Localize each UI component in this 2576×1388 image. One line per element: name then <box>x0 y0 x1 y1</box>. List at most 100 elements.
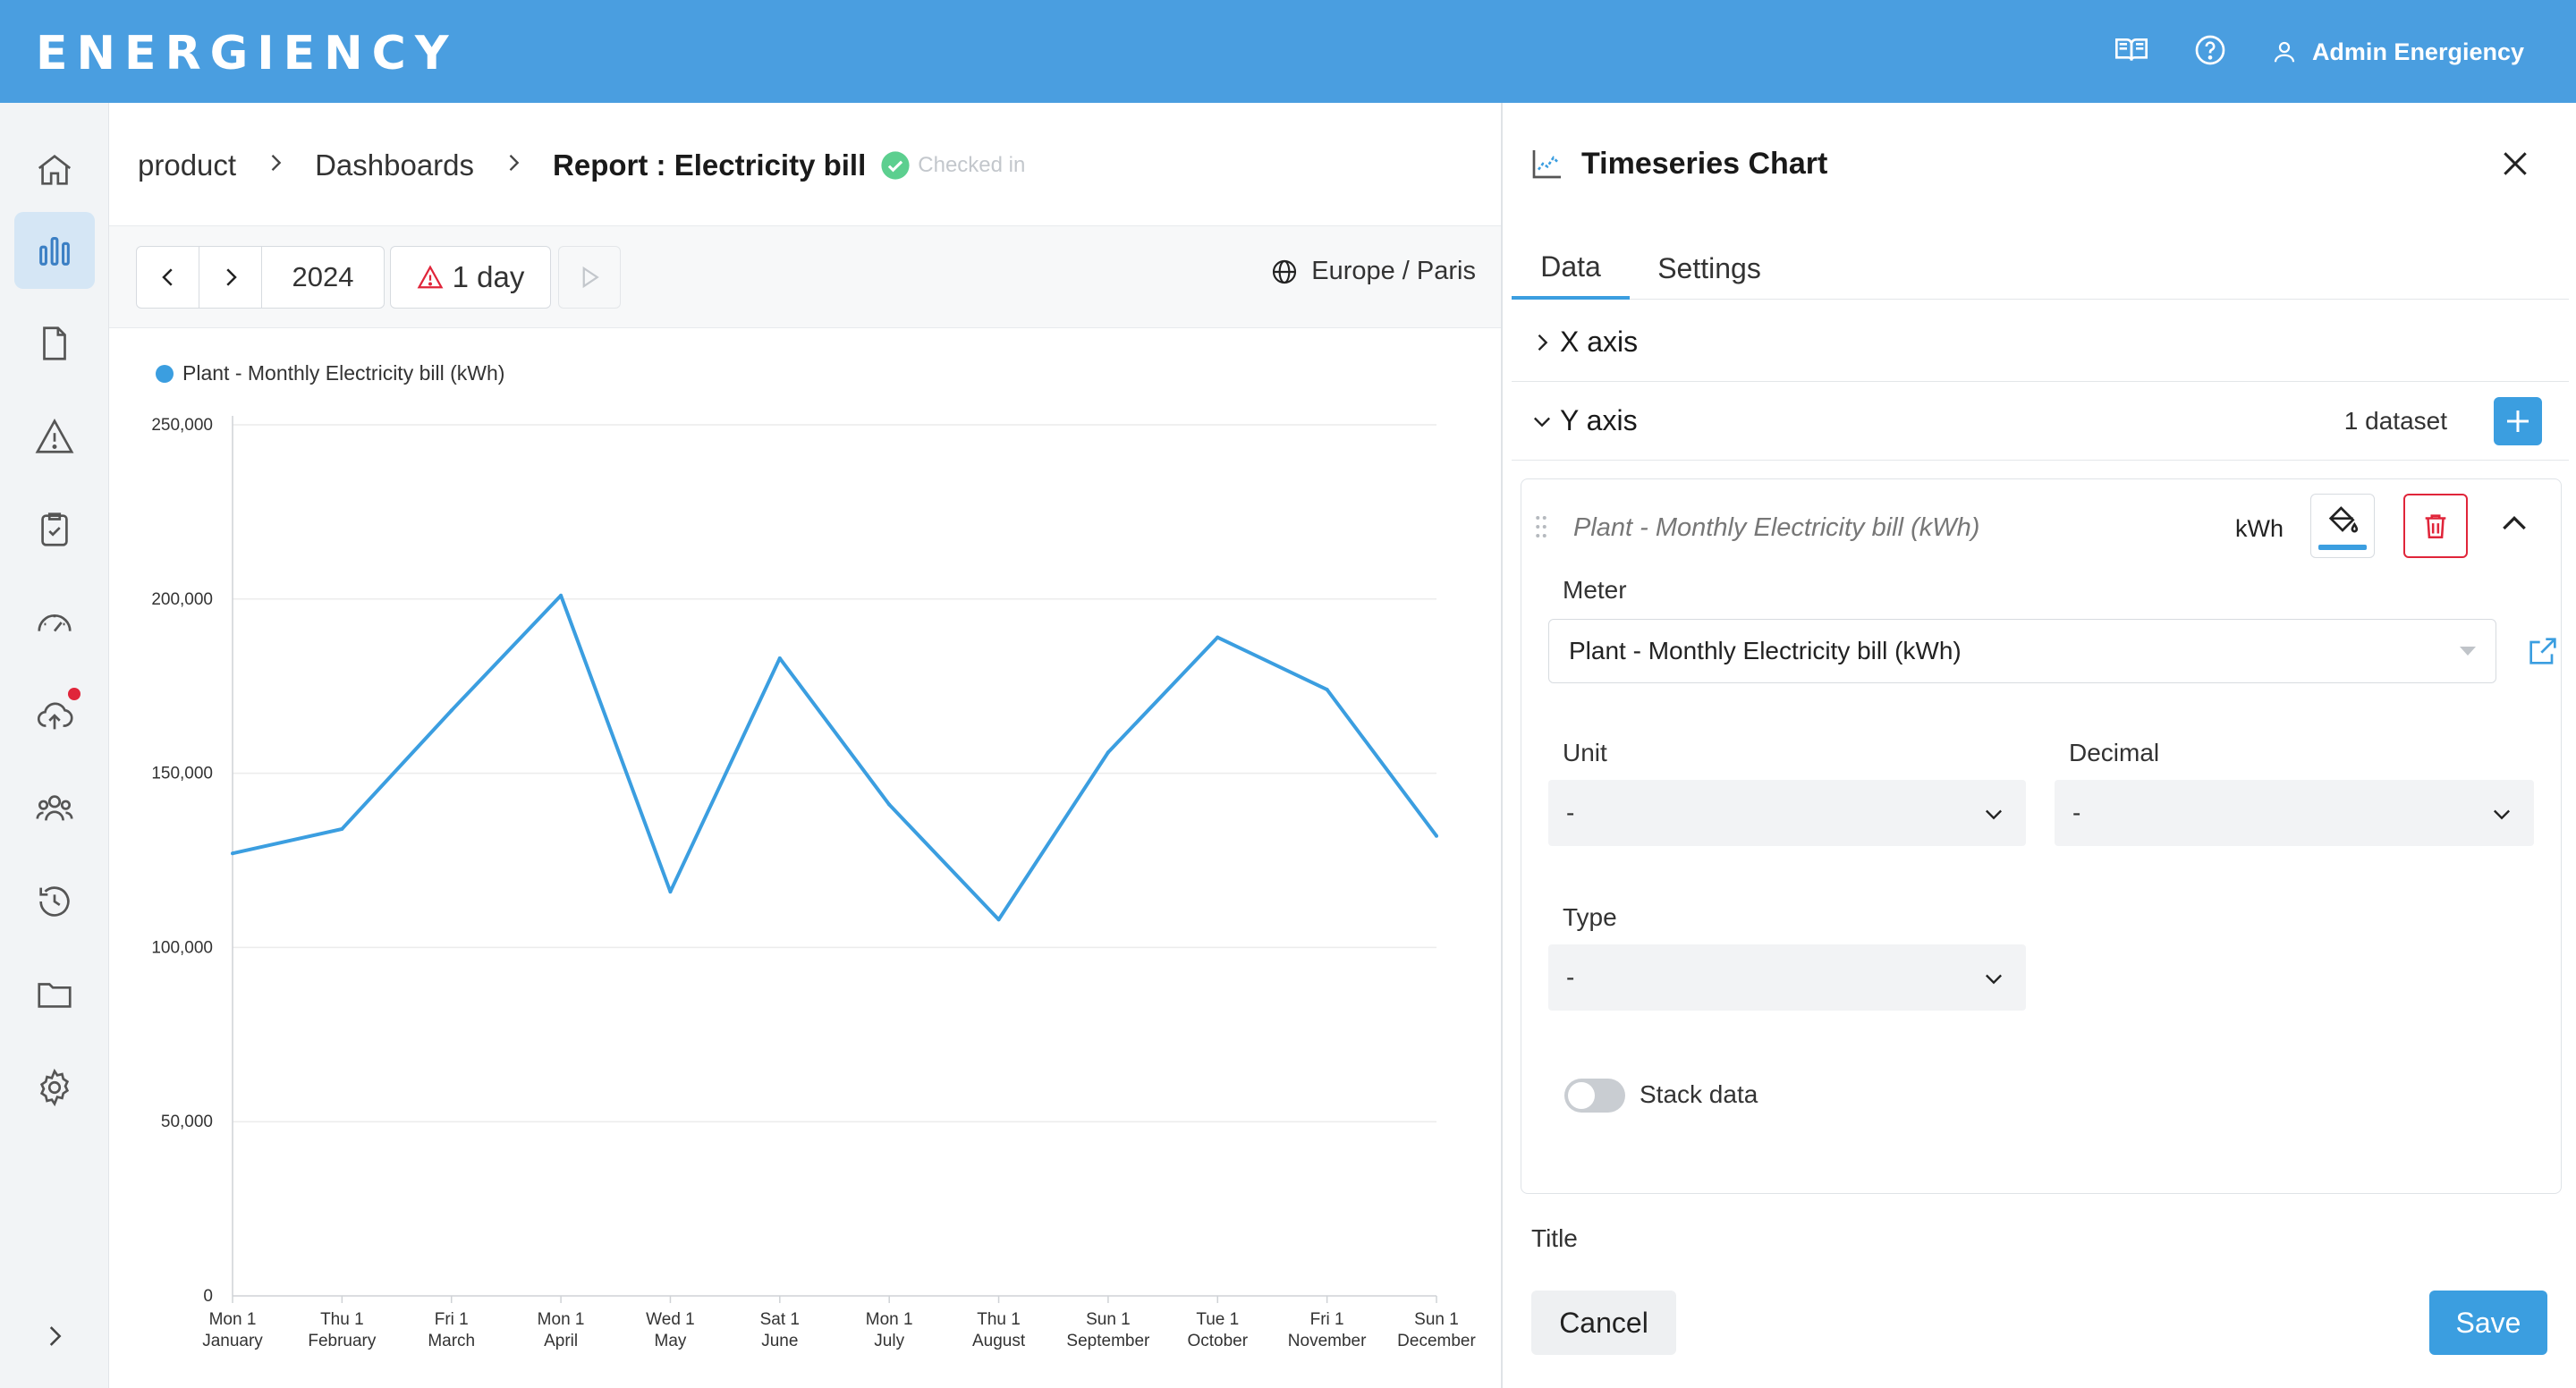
stack-data-label: Stack data <box>1640 1080 1758 1108</box>
data-point <box>668 890 673 894</box>
users-icon <box>36 795 73 821</box>
user-menu[interactable]: Admin Energiency <box>2271 38 2524 66</box>
x-tick-label: February <box>308 1332 377 1350</box>
save-button[interactable]: Save <box>2429 1291 2547 1355</box>
x-tick-label: March <box>428 1332 475 1350</box>
user-name: Admin Energiency <box>2311 38 2524 65</box>
sidebar-item-alerts[interactable] <box>14 398 95 475</box>
sidebar-item-dashboards[interactable] <box>14 212 95 289</box>
sidebar <box>0 103 109 1388</box>
x-tick-label: June <box>761 1332 798 1350</box>
chevron-right-icon <box>263 148 288 182</box>
sidebar-item-home[interactable] <box>14 131 95 208</box>
globe-icon <box>1273 259 1297 284</box>
sidebar-item-documents[interactable] <box>14 305 95 382</box>
series-line <box>232 593 1438 922</box>
color-picker-button[interactable] <box>2310 494 2375 558</box>
previous-period-button[interactable] <box>137 247 199 308</box>
status-badge: Checked in <box>880 150 1025 181</box>
top-bar: ENERGIENCY Admin Energiency <box>0 0 2576 103</box>
type-value: - <box>1566 963 1575 991</box>
stack-data-toggle[interactable] <box>1564 1079 1625 1113</box>
x-tick-label: January <box>202 1332 263 1350</box>
x-tick-label: May <box>655 1332 687 1350</box>
data-point <box>777 656 782 661</box>
decimal-select[interactable]: - <box>2055 780 2534 846</box>
sidebar-item-files[interactable] <box>14 956 95 1033</box>
document-icon <box>43 326 66 360</box>
chevron-right-icon <box>49 1326 62 1346</box>
sidebar-item-users[interactable] <box>14 770 95 847</box>
data-point <box>449 708 453 713</box>
y-tick-label: 200,000 <box>151 590 213 609</box>
drag-handle-icon[interactable] <box>1534 513 1548 540</box>
sidebar-item-history[interactable] <box>14 863 95 940</box>
chevron-right-icon <box>225 268 237 286</box>
tab-settings[interactable]: Settings <box>1657 251 1761 284</box>
play-icon <box>582 266 599 289</box>
date-navigator: 2024 <box>136 246 385 309</box>
settings-gear-icon <box>39 1068 70 1107</box>
y-tick-label: 100,000 <box>151 938 213 957</box>
dataset-card: Plant - Monthly Electricity bill (kWh) k… <box>1521 478 2562 1194</box>
sidebar-item-monitoring[interactable] <box>14 584 95 661</box>
history-icon <box>39 886 70 917</box>
tab-data[interactable]: Data <box>1512 237 1630 300</box>
chevron-down-icon <box>1534 417 1550 427</box>
breadcrumb-product[interactable]: product <box>138 148 237 182</box>
meter-label: Meter <box>1563 576 1627 604</box>
x-tick-label: Mon 1 <box>538 1310 585 1329</box>
add-dataset-button[interactable] <box>2494 396 2542 445</box>
y-tick-label: 50,000 <box>161 1113 213 1131</box>
chevron-down-icon <box>1986 809 2002 820</box>
x-axis-section[interactable]: X axis <box>1512 303 2569 382</box>
x-tick-label: Mon 1 <box>866 1310 913 1329</box>
help-icon[interactable] <box>2192 32 2228 72</box>
timezone-selector[interactable]: Europe / Paris <box>1270 257 1476 286</box>
data-point <box>996 918 1001 922</box>
dataset-title: Plant - Monthly Electricity bill (kWh) <box>1573 513 1980 542</box>
close-icon <box>2504 152 2527 175</box>
y-axis-label: Y axis <box>1560 404 1638 436</box>
sidebar-item-settings[interactable] <box>14 1049 95 1126</box>
cancel-button[interactable]: Cancel <box>1531 1291 1676 1355</box>
y-axis-section[interactable]: Y axis 1 dataset <box>1512 382 2569 461</box>
sidebar-item-tasks[interactable] <box>14 491 95 568</box>
app-logo[interactable]: ENERGIENCY <box>36 27 458 80</box>
cloud-upload-icon <box>37 702 73 730</box>
collapse-dataset-button[interactable] <box>2496 506 2532 546</box>
x-tick-label: October <box>1187 1332 1248 1350</box>
gauge-icon <box>38 614 72 632</box>
year-selector[interactable]: 2024 <box>292 261 354 292</box>
delete-dataset-button[interactable] <box>2403 494 2468 558</box>
next-period-button[interactable] <box>199 247 262 308</box>
x-tick-label: November <box>1288 1332 1367 1350</box>
x-tick-label: Wed 1 <box>646 1310 695 1329</box>
unit-select[interactable]: - <box>1548 780 2026 846</box>
play-button[interactable] <box>558 246 621 309</box>
dashboard-chart-icon <box>39 237 70 266</box>
user-icon <box>2274 41 2295 63</box>
type-select[interactable]: - <box>1548 944 2026 1011</box>
period-selector[interactable]: 1 day <box>390 246 551 309</box>
breadcrumb-dashboards[interactable]: Dashboards <box>315 148 475 182</box>
meter-value: Plant - Monthly Electricity bill (kWh) <box>1569 637 1962 664</box>
x-tick-label: Sun 1 <box>1086 1310 1131 1329</box>
chart-legend[interactable]: Plant - Monthly Electricity bill (kWh) <box>156 361 504 385</box>
meter-select[interactable]: Plant - Monthly Electricity bill (kWh) <box>1548 619 2496 683</box>
x-tick-label: August <box>972 1332 1026 1350</box>
dashboard-toolbar: 2024 1 day Europe / Paris <box>109 225 1501 328</box>
sidebar-item-imports[interactable] <box>14 677 95 754</box>
close-button[interactable] <box>2497 146 2533 182</box>
chevron-down-icon <box>1986 974 2002 985</box>
x-tick-label: December <box>1397 1332 1476 1350</box>
plus-icon <box>2507 410 2529 432</box>
open-meter-link[interactable] <box>2525 633 2561 673</box>
timeseries-chart-icon <box>1532 150 1561 179</box>
x-tick-label: Thu 1 <box>977 1310 1021 1329</box>
sidebar-expand-button[interactable] <box>14 1298 95 1375</box>
checklist-icon <box>41 512 68 546</box>
external-link-icon <box>2529 638 2556 664</box>
data-point <box>1325 688 1329 692</box>
book-icon[interactable] <box>2114 32 2149 72</box>
